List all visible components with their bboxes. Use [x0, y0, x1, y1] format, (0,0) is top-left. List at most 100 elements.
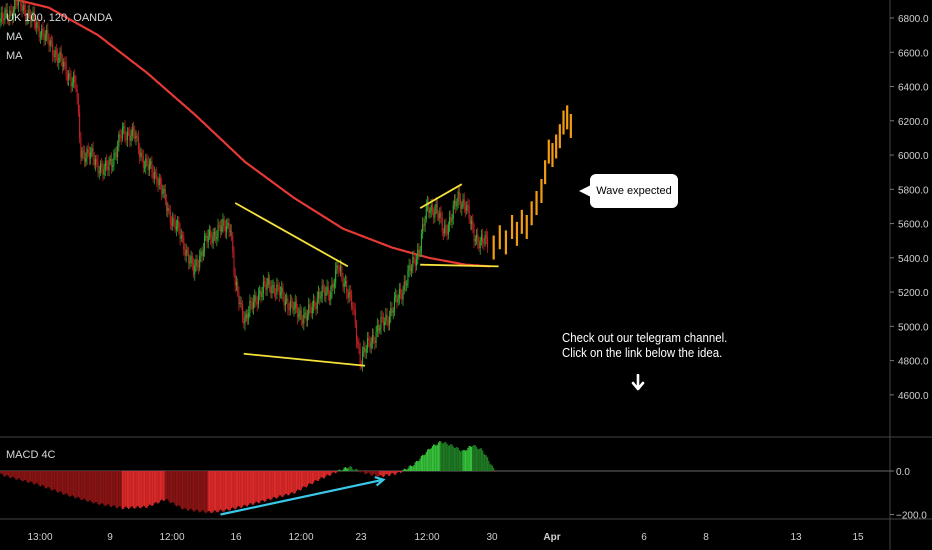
- candle-body: [57, 54, 59, 63]
- candle-body: [282, 287, 284, 297]
- macd-bar: [45, 471, 48, 489]
- candle-body: [398, 289, 400, 299]
- candle-body: [341, 266, 343, 277]
- macd-tick-label: 0.0: [896, 467, 910, 478]
- macd-bar: [206, 471, 208, 513]
- macd-bar: [362, 471, 364, 472]
- candle: [295, 296, 297, 313]
- candle: [4, 7, 6, 25]
- candle: [129, 126, 131, 148]
- candle-body: [109, 158, 111, 162]
- macd-bar: [194, 471, 196, 512]
- macd-bar: [125, 471, 127, 507]
- candle: [30, 9, 32, 29]
- candle: [36, 18, 38, 35]
- candle-body: [363, 347, 365, 353]
- candle-body: [340, 266, 342, 271]
- time-tick-label: 6: [641, 532, 647, 543]
- candle-body: [129, 133, 131, 141]
- macd-bar: [90, 471, 92, 501]
- candle-body: [325, 292, 327, 296]
- candle-body: [436, 203, 438, 215]
- macd-bar: [0, 471, 2, 474]
- macd-bar: [440, 441, 442, 471]
- macd-bar: [152, 471, 154, 506]
- macd-bar: [196, 471, 198, 510]
- macd-bar: [101, 471, 103, 504]
- candle-body: [414, 259, 416, 266]
- candle-body: [317, 292, 320, 298]
- candle: [403, 274, 405, 295]
- projection-bar: [535, 191, 538, 215]
- candle-body: [447, 225, 449, 235]
- candle-body: [482, 235, 484, 244]
- callout-text: Wave expected: [596, 185, 672, 197]
- macd-bar: [22, 471, 24, 482]
- candle-body: [315, 306, 317, 310]
- candle: [139, 143, 141, 164]
- candle: [366, 331, 369, 353]
- macd-bar: [97, 471, 99, 505]
- candle: [422, 217, 424, 239]
- candle-body: [271, 286, 273, 294]
- candle-body: [115, 152, 117, 158]
- candle-body: [131, 127, 133, 136]
- candle: [407, 265, 409, 289]
- macd-bar: [339, 470, 342, 471]
- macd-bar: [379, 471, 381, 476]
- candle-body: [132, 127, 135, 133]
- candle-body: [42, 28, 44, 34]
- candle-body: [337, 265, 339, 271]
- candle-body: [87, 148, 89, 153]
- candle: [96, 154, 98, 168]
- candle: [221, 219, 223, 236]
- candle-body: [401, 293, 403, 300]
- candle: [112, 158, 114, 172]
- candle-body: [303, 314, 305, 324]
- candle-body: [381, 316, 383, 318]
- candle: [275, 288, 277, 301]
- candle-body: [343, 283, 345, 287]
- macd-bar: [203, 471, 206, 513]
- candle: [23, 0, 26, 17]
- candle-body: [379, 328, 381, 331]
- candle-body: [275, 294, 277, 296]
- candle-body: [387, 320, 389, 326]
- candle: [169, 205, 171, 230]
- candle-body: [354, 309, 356, 324]
- candle: [86, 145, 88, 165]
- candle-body: [316, 297, 318, 310]
- candle: [216, 230, 218, 247]
- candle: [80, 131, 82, 165]
- candle: [487, 231, 489, 254]
- candle-body: [477, 234, 479, 243]
- macd-bar: [391, 471, 393, 474]
- candle-body: [208, 230, 211, 236]
- candle-body: [36, 22, 38, 28]
- candle-body: [130, 135, 132, 141]
- candle: [346, 275, 348, 300]
- candle-body: [82, 150, 84, 153]
- candle: [474, 235, 476, 247]
- candle-body: [103, 169, 105, 175]
- macd-bar: [299, 471, 301, 491]
- macd-bar: [447, 445, 449, 471]
- candle: [98, 165, 100, 180]
- candle-body: [473, 229, 475, 242]
- candle-body: [299, 310, 301, 314]
- candle-body: [110, 158, 113, 168]
- macd-bar: [80, 471, 82, 500]
- candle: [142, 149, 144, 174]
- candle: [414, 254, 416, 273]
- candle: [87, 142, 89, 157]
- candle: [461, 201, 463, 216]
- macd-bar: [54, 471, 56, 490]
- candle: [1, 5, 3, 24]
- macd-bar: [294, 471, 296, 494]
- projection-bar: [569, 113, 572, 138]
- candle-body: [294, 301, 296, 309]
- candle: [37, 16, 39, 32]
- candle: [308, 297, 310, 320]
- candle-body: [370, 342, 372, 348]
